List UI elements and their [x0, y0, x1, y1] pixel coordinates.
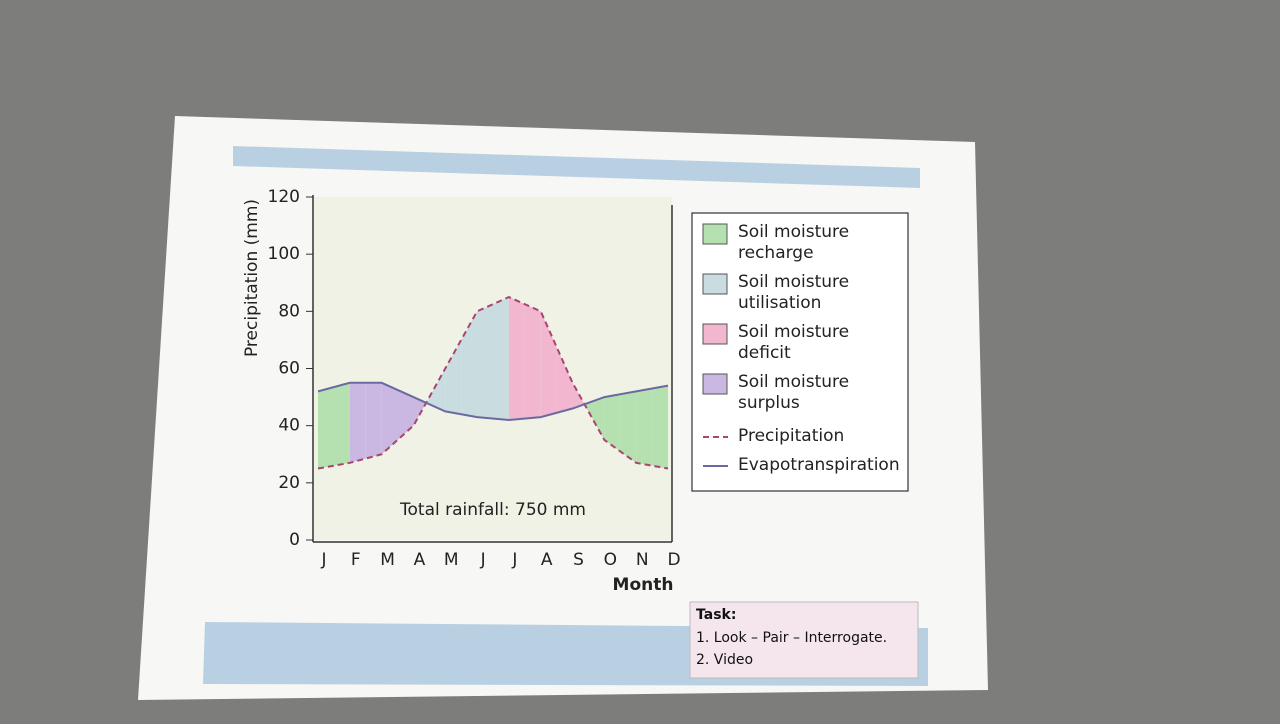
task-box	[689, 601, 919, 679]
legend-box	[691, 212, 909, 492]
x-tick-label: D	[667, 550, 680, 570]
legend-swatch	[702, 323, 728, 345]
x-tick-label: F	[351, 550, 361, 570]
area-fill	[636, 388, 653, 466]
legend-swatch	[702, 223, 728, 245]
area-fill	[556, 347, 573, 413]
x-tick-label: J	[320, 550, 326, 570]
x-tick-label: A	[541, 550, 553, 570]
legend-label: Soil moisture deficit	[738, 322, 850, 363]
series-line	[317, 381, 669, 421]
x-tick-label: M	[380, 550, 395, 570]
x-tick-label: J	[480, 550, 486, 570]
area-fill	[508, 297, 525, 420]
x-tick-label: M	[444, 550, 459, 570]
x-tick-label: J	[511, 550, 517, 570]
x-axis-title: Month	[613, 575, 674, 595]
header-band	[233, 146, 920, 188]
legend-swatch	[702, 273, 728, 295]
area-fill	[445, 339, 462, 415]
y-tick-label: 40	[278, 416, 300, 436]
area-fill	[604, 394, 621, 452]
x-tick-label: S	[573, 550, 584, 570]
y-axis-title: Precipitation (mm)	[242, 199, 262, 357]
y-tick-label: 20	[278, 473, 300, 493]
area-fill	[461, 311, 478, 418]
legend-label: Soil moisture surplus	[738, 372, 850, 413]
area-fill	[397, 389, 414, 440]
area-fill	[365, 382, 382, 459]
area-fill	[318, 387, 334, 469]
area-fill	[540, 311, 557, 418]
y-tick-label: 120	[268, 187, 300, 207]
area-fill	[620, 391, 637, 463]
area-fill	[652, 385, 668, 469]
legend-swatch	[702, 373, 728, 395]
x-tick-label: O	[604, 550, 617, 570]
legend-label: Soil moisture utilisation	[738, 272, 850, 313]
x-tick-label: N	[636, 550, 649, 570]
x-tick-label: A	[414, 550, 426, 570]
y-tick-label: 100	[268, 244, 300, 264]
area-fill	[493, 297, 509, 420]
area-fill	[349, 382, 366, 463]
legend-label: Soil moisture recharge	[738, 222, 850, 263]
area-fill	[426, 368, 446, 412]
legend-label: Evapotranspiration	[738, 455, 900, 475]
area-fill	[477, 304, 493, 419]
legend-label: Precipitation	[738, 426, 845, 446]
y-tick-label: 80	[278, 301, 300, 321]
y-tick-label: 0	[289, 530, 300, 550]
task-item: 2. Video	[696, 652, 754, 668]
y-tick-label: 60	[278, 359, 300, 379]
annotation: Total rainfall: 750 mm	[399, 500, 586, 520]
area-fill	[333, 382, 350, 466]
area-fill	[381, 382, 398, 455]
task-title: Task:	[696, 607, 737, 623]
area-fill	[524, 304, 541, 419]
task-item: 1. Look – Pair – Interrogate.	[696, 630, 888, 646]
